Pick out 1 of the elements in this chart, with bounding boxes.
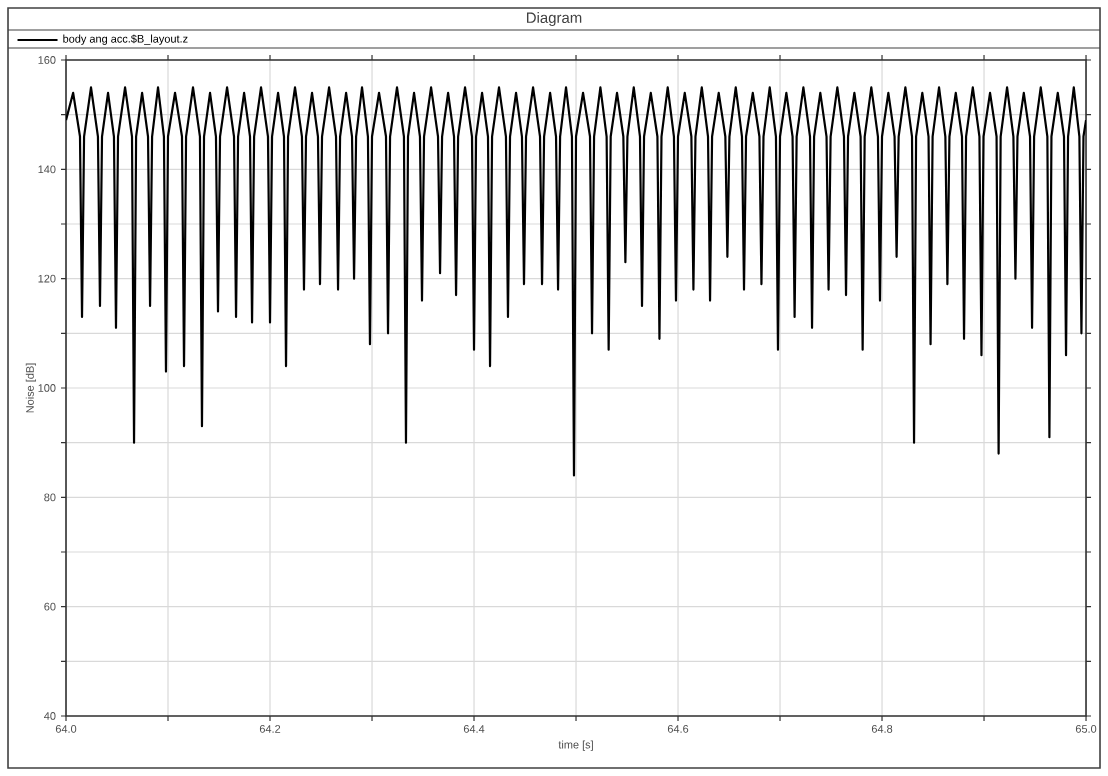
line-series [66,86,1087,477]
